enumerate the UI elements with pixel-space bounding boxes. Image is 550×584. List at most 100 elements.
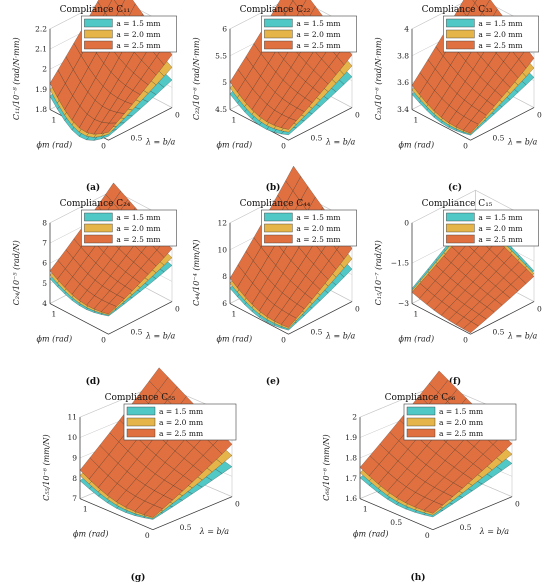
y-axis-line: [470, 107, 535, 141]
legend-swatch: [264, 18, 293, 28]
y-tick-label: 0.5: [493, 327, 505, 336]
z-tick-label: −3: [398, 299, 409, 308]
legend: a = 1.5 mm a = 2.0 mm a = 2.5 mm: [443, 209, 539, 247]
chart-title: Compliance C₂₄: [60, 199, 131, 209]
z-tick-label: 4: [404, 24, 409, 33]
chart-title: Compliance C₁₁: [60, 5, 131, 15]
legend-swatch: [446, 18, 475, 28]
z-tick-label: 8: [72, 474, 77, 483]
surface-patch: [143, 504, 164, 518]
chart-title: Compliance C₁₅: [422, 199, 493, 209]
legend: a = 1.5 mm a = 2.0 mm a = 2.5 mm: [403, 403, 517, 441]
panel-caption: (g): [131, 572, 146, 583]
legend-label: a = 2.0 mm: [439, 418, 483, 427]
x-tick-label: 1: [51, 310, 56, 319]
panel-caption: (d): [86, 376, 101, 387]
panel-caption: (a): [86, 182, 100, 193]
y-axis-label: λ = b/a: [145, 138, 176, 147]
z-axis-label: C₃₃/10⁻⁶ (rad/N·mm): [374, 37, 383, 120]
x-tick-label: 0: [463, 142, 468, 151]
x-tick-label: 1: [231, 310, 236, 319]
y-axis-line: [108, 107, 173, 141]
z-tick-label: 1.8: [345, 453, 357, 462]
legend-label: a = 1.5 mm: [478, 19, 522, 28]
z-tick-label: 2: [42, 65, 47, 74]
x-tick-label: 0: [463, 336, 468, 345]
panel-caption: (e): [266, 376, 280, 387]
legend-swatch: [446, 40, 475, 50]
legend-label: a = 2.0 mm: [478, 224, 522, 233]
x-tick-label: 1: [413, 310, 418, 319]
y-axis-line: [108, 301, 173, 335]
legend-label: a = 2.5 mm: [159, 429, 203, 438]
z-axis-label: C₆₆/10⁻⁶ (mm/N): [322, 434, 331, 501]
z-tick-label: 1.9: [35, 85, 47, 94]
legend-swatch: [126, 428, 156, 438]
y-tick-label: 0: [537, 111, 542, 120]
z-tick-label: 6: [222, 299, 227, 308]
y-tick-label: 0.5: [311, 133, 323, 142]
z-tick-label: 12: [217, 218, 227, 227]
y-axis-label: λ = b/a: [507, 332, 538, 341]
legend-label: a = 2.5 mm: [439, 429, 483, 438]
y-axis-line: [470, 301, 535, 335]
chart-panel-d: 4 5 6 7 8 1 0 0.5 0 Compliance C₂₄ a = 1.5 mm a = 2…: [12, 182, 180, 387]
x-tick-label: 0: [425, 531, 430, 540]
z-tick-label: 8: [42, 218, 47, 227]
x-tick-label: 0: [101, 336, 106, 345]
legend-label: a = 1.5 mm: [296, 213, 340, 222]
x-axis-label: ϕm (rad): [217, 334, 253, 343]
surface-patch: [280, 117, 297, 130]
z-tick-label: 3.6: [397, 78, 409, 87]
z-axis-label: C₂₂/10⁻⁶ (rad/N·mm): [192, 37, 201, 120]
legend-swatch: [264, 29, 293, 39]
x-axis-line: [411, 109, 471, 141]
chart-title: Compliance C₆₆: [385, 393, 456, 403]
x-tick-label: 1: [83, 505, 88, 514]
surface-patch: [462, 321, 479, 334]
x-axis-label: ϕm (rad): [37, 140, 73, 149]
z-tick-label: 2: [352, 413, 357, 422]
x-tick-label: 0.5: [390, 518, 402, 527]
z-tick-label: 5: [222, 78, 227, 87]
surfaces: [79, 367, 233, 520]
z-tick-label: 4: [42, 299, 47, 308]
z-axis-label: C₄₄/10⁻⁴ (mm/N): [192, 240, 201, 307]
legend-swatch: [84, 234, 113, 244]
z-tick-label: 7: [42, 239, 47, 248]
surface-patch: [423, 501, 444, 514]
z-tick-label: 1.9: [345, 433, 357, 442]
z-tick-label: 6: [42, 259, 47, 268]
y-tick-label: 0.5: [493, 133, 505, 142]
x-axis-line: [79, 498, 154, 531]
z-tick-label: 8: [222, 272, 227, 281]
legend-label: a = 2.0 mm: [159, 418, 203, 427]
z-tick-label: 4.5: [215, 105, 227, 114]
legend-label: a = 2.0 mm: [296, 30, 340, 39]
y-tick-label: 0.5: [180, 523, 192, 532]
y-tick-label: 0.5: [131, 133, 143, 142]
legend-swatch: [446, 29, 475, 39]
y-tick-label: 0: [175, 111, 180, 120]
y-axis-label: λ = b/a: [507, 138, 538, 147]
legend-swatch: [446, 234, 475, 244]
x-tick-label: 0: [145, 531, 150, 540]
y-axis-line: [432, 496, 513, 531]
x-tick-label: 1: [413, 116, 418, 125]
x-axis-label: ϕm (rad): [217, 140, 253, 149]
legend-label: a = 2.5 mm: [478, 235, 522, 244]
surface-patch: [472, 0, 477, 4]
z-tick-label: 2.2: [35, 24, 47, 33]
legend-swatch: [406, 428, 436, 438]
z-tick-label: 5: [42, 279, 47, 288]
legend-swatch: [84, 18, 113, 28]
legend-label: a = 1.5 mm: [116, 19, 160, 28]
legend-swatch: [84, 223, 113, 233]
x-tick-label: 0: [281, 142, 286, 151]
y-axis-label: λ = b/a: [199, 527, 230, 536]
legend-label: a = 2.0 mm: [116, 30, 160, 39]
